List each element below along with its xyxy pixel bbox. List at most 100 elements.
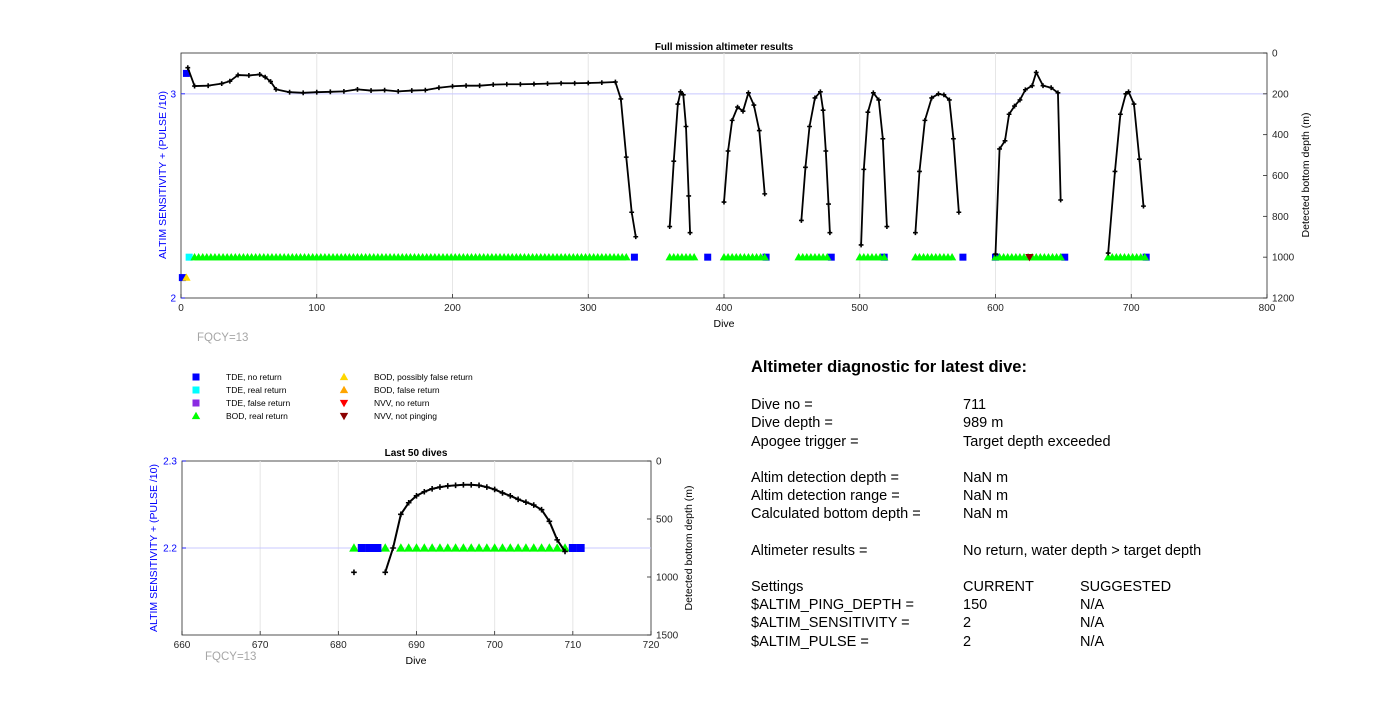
x-tick-label: 600 bbox=[987, 303, 1004, 314]
depth-point bbox=[1141, 203, 1146, 209]
depth-point bbox=[572, 80, 578, 86]
depth-point bbox=[546, 518, 553, 525]
depth-point bbox=[746, 90, 751, 96]
depth-point bbox=[246, 73, 252, 78]
pulse-row: $ALTIM_PULSE = 2 N/A bbox=[751, 633, 1351, 651]
depth-point bbox=[422, 87, 428, 93]
main-chart: 0 100 200 300 400 500 600 700 800 23 02004006008… bbox=[157, 42, 1312, 330]
x-tick-label: 500 bbox=[851, 303, 868, 314]
depth-point bbox=[1126, 89, 1131, 95]
pulse-label: $ALTIM_PULSE = bbox=[751, 633, 869, 650]
y-right-tick-label: 1500 bbox=[656, 631, 679, 642]
x-tick-label: 710 bbox=[564, 640, 581, 651]
bod-real-return-marker bbox=[458, 543, 469, 552]
calc-bottom-row: Calculated bottom depth = NaN m bbox=[751, 505, 1351, 523]
depth-point bbox=[725, 148, 731, 154]
tde-no-return-marker bbox=[576, 544, 585, 552]
depth-point bbox=[545, 81, 550, 87]
depth-point bbox=[1002, 138, 1008, 144]
depth-point bbox=[823, 148, 829, 154]
legend-label: BOD, real return bbox=[226, 411, 288, 421]
x-tick-label: 660 bbox=[174, 640, 191, 651]
dive-depth-value: 989 m bbox=[963, 415, 1004, 432]
depth-point bbox=[1040, 83, 1046, 89]
y-right-tick-label: 1000 bbox=[656, 573, 679, 584]
inset-marks bbox=[349, 481, 585, 576]
depth-point bbox=[993, 251, 998, 257]
depth-point bbox=[803, 164, 808, 170]
bod-real-return-marker bbox=[427, 543, 437, 552]
x-tick-label: 690 bbox=[408, 640, 425, 651]
settings-header-row: Settings CURRENT SUGGESTED bbox=[751, 578, 1351, 596]
legend-marker-shape bbox=[191, 411, 201, 420]
legend-marker-triangle-up bbox=[339, 372, 349, 381]
depth-point bbox=[273, 86, 279, 92]
depth-point bbox=[1048, 85, 1054, 91]
legend-marker-shape bbox=[192, 386, 200, 394]
bod-real-return-marker bbox=[396, 543, 406, 552]
tde-real-return-marker bbox=[185, 253, 193, 261]
x-tick-label: 200 bbox=[444, 303, 461, 314]
depth-point bbox=[413, 493, 420, 499]
depth-point bbox=[929, 95, 935, 101]
depth-line bbox=[186, 67, 637, 237]
legend-label: NVV, not pinging bbox=[374, 411, 438, 421]
depth-point bbox=[861, 166, 867, 172]
depth-point bbox=[951, 136, 956, 142]
legend-label: BOD, possibly false return bbox=[374, 372, 473, 382]
depth-point bbox=[437, 484, 443, 490]
depth-point bbox=[946, 97, 952, 103]
bod-real-return-marker bbox=[466, 543, 477, 552]
depth-point bbox=[1112, 169, 1118, 174]
depth-point bbox=[219, 81, 225, 87]
depth-point bbox=[452, 482, 459, 489]
bod-real-return-marker bbox=[760, 252, 769, 261]
legend-label: BOD, false return bbox=[374, 385, 440, 395]
sensitivity-suggested: N/A bbox=[1080, 615, 1105, 632]
depth-point bbox=[515, 496, 521, 503]
tde-no-return-marker bbox=[704, 253, 712, 261]
legend-marker-shape bbox=[339, 385, 349, 394]
dive-no-label: Dive no = bbox=[751, 397, 813, 414]
y-right-tick-label: 800 bbox=[1272, 212, 1289, 223]
depth-point bbox=[1131, 101, 1137, 107]
y-left-tick-label: 2.3 bbox=[163, 457, 177, 468]
depth-point bbox=[675, 101, 681, 107]
depth-point bbox=[678, 89, 683, 95]
tde-no-return-marker bbox=[357, 544, 366, 552]
inset-left-ticks: 2.2 2.3 bbox=[163, 457, 186, 555]
main-right-ticks: 0 200 400 600 800 1000 1200 bbox=[1263, 49, 1295, 305]
altim-det-range-row: Altim detection range = NaN m bbox=[751, 487, 1351, 505]
depth-point bbox=[558, 80, 564, 86]
bod-real-return-marker bbox=[689, 252, 699, 261]
tde-no-return-marker bbox=[827, 253, 835, 261]
depth-point bbox=[917, 169, 922, 174]
depth-point bbox=[1006, 111, 1012, 117]
bod-real-return-marker bbox=[450, 543, 461, 552]
y-right-tick-label: 200 bbox=[1272, 89, 1289, 100]
bod-real-return-marker bbox=[474, 543, 484, 552]
depth-point bbox=[817, 89, 823, 95]
bod-real-return-marker bbox=[1056, 252, 1065, 261]
apogee-row: Apogee trigger = Target depth exceeded bbox=[751, 433, 1351, 451]
bod-real-return-marker bbox=[419, 543, 430, 552]
bod-real-return-marker bbox=[552, 543, 562, 552]
depth-point bbox=[683, 124, 689, 129]
altim-det-depth-label: Altim detection depth = bbox=[751, 469, 899, 486]
tde-no-return-marker bbox=[182, 69, 190, 77]
altim-det-range-value: NaN m bbox=[963, 488, 1009, 505]
x-tick-label: 300 bbox=[580, 303, 597, 314]
depth-point bbox=[1012, 103, 1017, 109]
diagnostic-title: Altimeter diagnostic for latest dive: bbox=[751, 358, 1027, 376]
depth-point bbox=[300, 90, 306, 96]
depth-point bbox=[585, 80, 591, 86]
depth-line bbox=[668, 90, 691, 233]
ping-depth-row: $ALTIM_PING_DEPTH = 150 N/A bbox=[751, 596, 1351, 614]
depth-point bbox=[1033, 69, 1039, 75]
legend-marker-shape bbox=[339, 412, 349, 421]
depth-point bbox=[729, 117, 735, 123]
depth-point bbox=[686, 193, 692, 199]
y-right-tick-label: 1200 bbox=[1272, 294, 1295, 305]
depth-point bbox=[507, 493, 514, 499]
